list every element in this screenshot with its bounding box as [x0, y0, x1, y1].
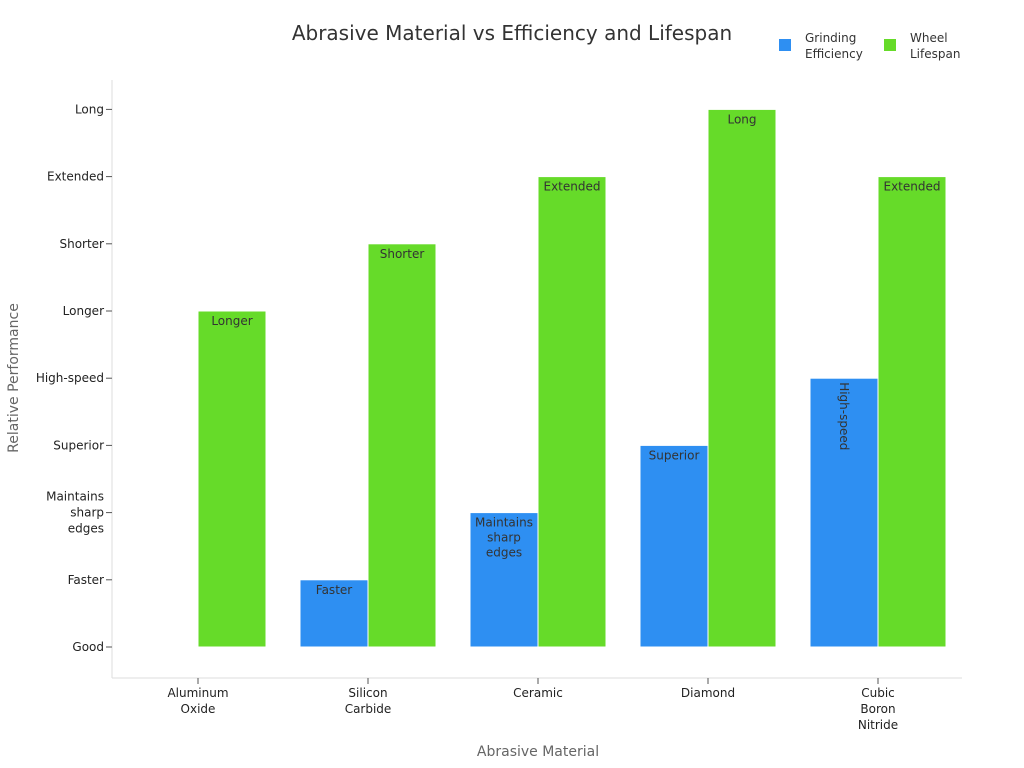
x-tick-label-diamond: Diamond — [681, 686, 735, 700]
y-tick-label-high-speed: High-speed — [36, 371, 104, 385]
x-axis-title: Abrasive Material — [477, 744, 599, 760]
bar-label-wheel-lifespan-ceramic: Extended — [544, 180, 601, 194]
bar-label-grinding-efficiency-silicon-carbide: Faster — [316, 583, 352, 597]
bar-wheel-lifespan-cubic-boron-nitride — [877, 176, 947, 648]
x-tick-label-silicon-carbide: Silicon Carbide — [345, 686, 392, 716]
bar-wheel-lifespan-diamond — [707, 108, 777, 648]
bar-grinding-efficiency-cubic-boron-nitride — [809, 377, 879, 648]
x-axis-ticks: Aluminum Oxide Silicon Carbide Ceramic Diamon… — [167, 678, 898, 732]
chart-title: Abrasive Material vs Efficiency and Life… — [292, 21, 732, 45]
y-tick-label-extended: Extended — [47, 170, 104, 184]
bar-grinding-efficiency-ceramic — [469, 512, 539, 648]
legend-swatch-grinding-efficiency — [779, 39, 791, 51]
x-tick-label-ceramic: Ceramic — [513, 686, 563, 700]
y-axis-title: Relative Performance — [6, 303, 22, 453]
bar-wheel-lifespan-aluminum-oxide — [197, 310, 267, 648]
bars: Faster Maintains sharp edges Superior High-sp… — [197, 108, 947, 648]
y-tick-label-superior: Superior — [53, 438, 104, 452]
bar-grinding-efficiency-diamond — [639, 444, 709, 648]
bar-label-wheel-lifespan-aluminum-oxide: Longer — [211, 314, 252, 328]
bar-label-wheel-lifespan-diamond: Long — [727, 112, 756, 126]
legend-swatch-wheel-lifespan — [884, 39, 896, 51]
bar-label-grinding-efficiency-diamond: Superior — [649, 448, 700, 462]
bar-label-grinding-efficiency-cubic-boron-nitride: High-speed — [837, 382, 851, 450]
legend-label-wheel-lifespan: Wheel Lifespan — [910, 31, 960, 61]
bar-wheel-lifespan-silicon-carbide — [367, 243, 437, 648]
bar-label-grinding-efficiency-ceramic: Maintains sharp edges — [475, 516, 533, 560]
bar-wheel-lifespan-ceramic — [537, 176, 607, 648]
bar-label-wheel-lifespan-silicon-carbide: Shorter — [380, 247, 425, 261]
y-tick-label-faster: Faster — [68, 573, 104, 587]
bar-label-wheel-lifespan-cubic-boron-nitride: Extended — [884, 180, 941, 194]
bar-grinding-efficiency-silicon-carbide — [299, 579, 369, 648]
y-axis-ticks: Good Faster Maintains sharp edges Superior Hig… — [36, 102, 112, 654]
y-tick-label-long: Long — [75, 102, 104, 116]
x-tick-label-cubic-boron-nitride: Cubic Boron Nitride — [858, 686, 898, 732]
x-tick-label-aluminum-oxide: Aluminum Oxide — [167, 686, 228, 716]
legend: Grinding Efficiency Wheel Lifespan — [779, 31, 960, 61]
y-tick-label-good: Good — [72, 640, 104, 654]
legend-label-grinding-efficiency: Grinding Efficiency — [805, 31, 863, 61]
y-tick-label-shorter: Shorter — [59, 237, 104, 251]
y-tick-label-maintains-sharp-edges: Maintains sharp edges — [46, 490, 104, 536]
y-tick-label-longer: Longer — [63, 304, 104, 318]
